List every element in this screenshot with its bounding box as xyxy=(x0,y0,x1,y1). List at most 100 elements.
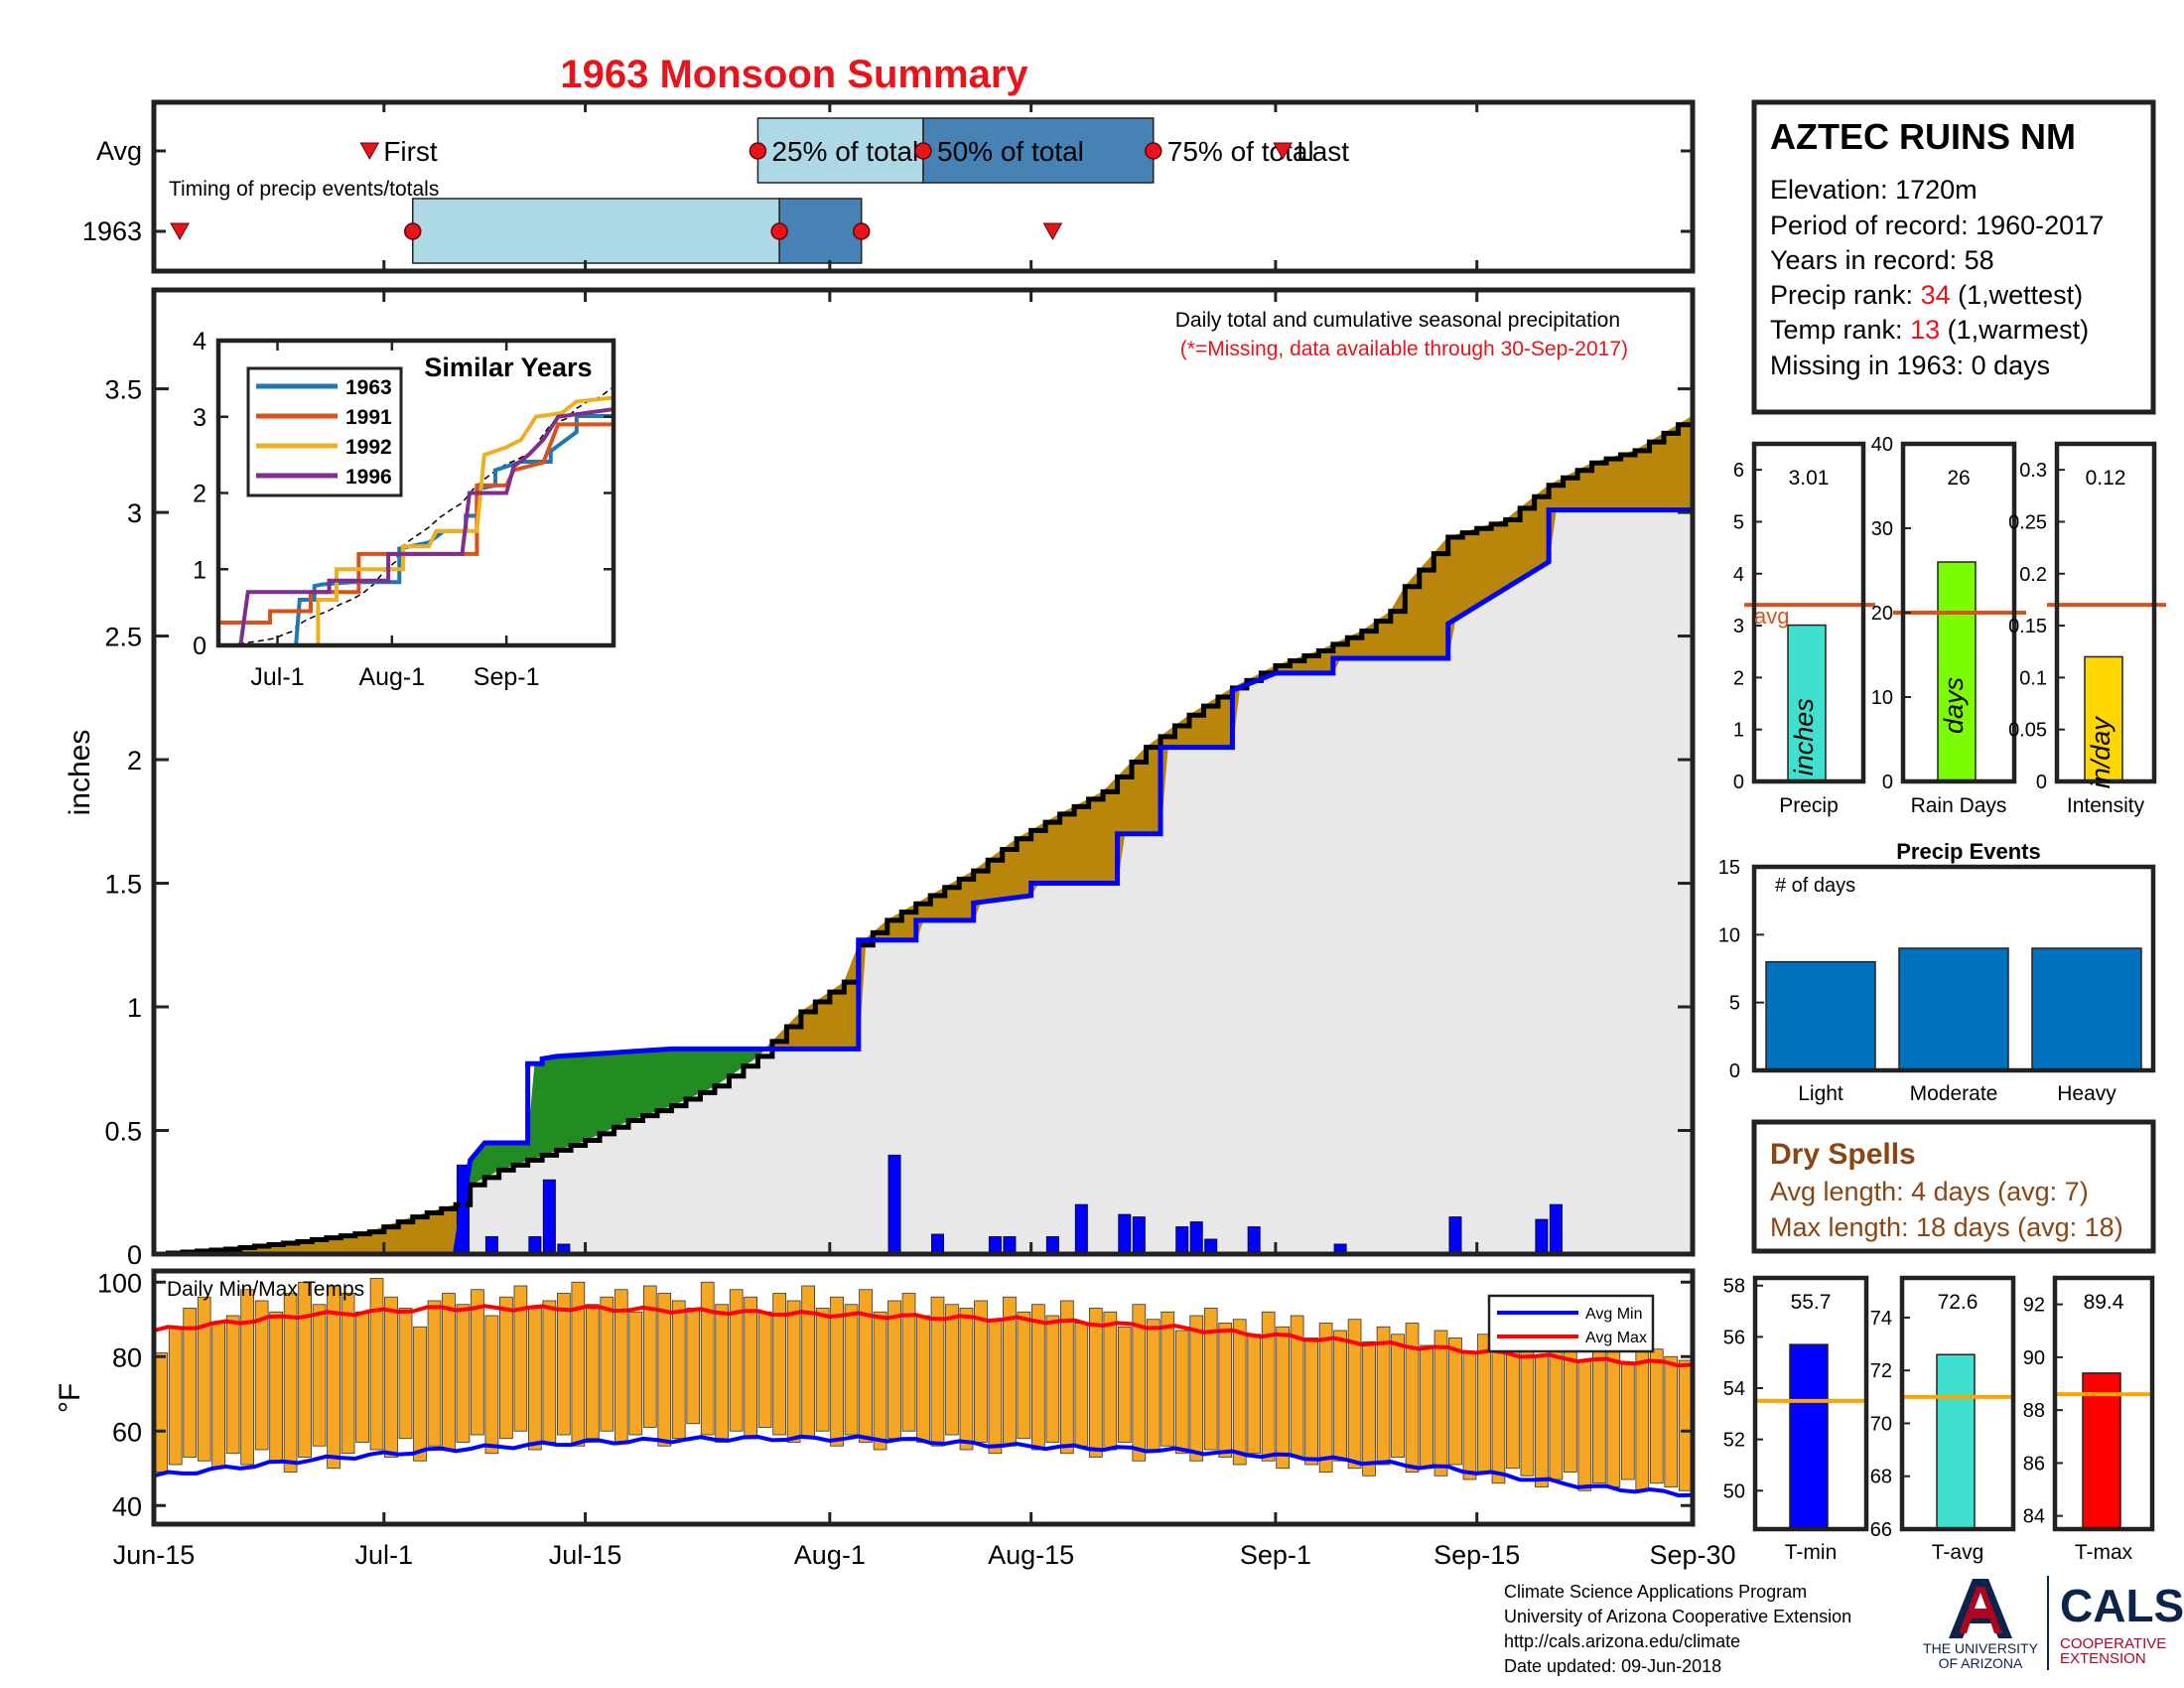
cals-logo-text: CALS xyxy=(2060,1580,2184,1631)
daily-temp-bar xyxy=(327,1285,341,1470)
deficit-fill xyxy=(1627,450,1636,510)
stat-y-tick-label-1: 40 xyxy=(1871,434,1893,456)
daily-temp-bar xyxy=(197,1296,211,1462)
station-years: Years in record: 58 xyxy=(1770,245,1994,275)
daily-temp-bar xyxy=(240,1289,255,1466)
daily-temp-bar xyxy=(901,1293,916,1432)
daily-precip-bar xyxy=(1118,1213,1132,1255)
daily-precip-bar xyxy=(930,1233,944,1255)
inset-y-tick-label: 4 xyxy=(193,328,206,355)
avg-bar-25-50 xyxy=(756,117,924,184)
daily-temp-bar xyxy=(744,1296,758,1440)
temp-stat-y-tick-label-2: 84 xyxy=(2023,1506,2045,1528)
daily-temp-bar xyxy=(815,1308,830,1432)
deficit-fill xyxy=(1390,597,1399,659)
x-axis-tick-label: Sep-15 xyxy=(1433,1540,1520,1570)
inset-y-tick-label: 0 xyxy=(193,633,206,660)
temp-chart-frame xyxy=(151,1268,1696,1527)
daily-temp-bar xyxy=(786,1300,801,1443)
stat-frame-1 xyxy=(1900,441,2017,784)
daily-temp-bar xyxy=(945,1304,959,1436)
deficit-fill xyxy=(1483,523,1492,603)
inset-title: Similar Years xyxy=(424,352,592,382)
stat-y-tick-label-0: 6 xyxy=(1733,460,1744,482)
temp-legend-label-max: Avg Max xyxy=(1585,1330,1647,1346)
stat-bar-2 xyxy=(2084,655,2123,782)
daily-precip-bar xyxy=(988,1236,1002,1255)
deficit-fill xyxy=(1656,432,1665,510)
surplus-fill xyxy=(541,1056,550,1156)
x-axis-tick-label: Jun-15 xyxy=(113,1540,196,1570)
daily-temp-bar xyxy=(1433,1330,1448,1477)
stat-y-tick-label-0: 4 xyxy=(1733,564,1744,586)
surplus-fill xyxy=(700,1048,709,1093)
daily-temp-bar xyxy=(657,1293,672,1447)
deficit-fill xyxy=(1498,519,1507,594)
stat-y-tick-label-1: 0 xyxy=(1882,772,1893,793)
surplus-fill xyxy=(671,1048,680,1107)
daily-temp-bar xyxy=(1103,1311,1118,1451)
surplus-fill xyxy=(570,1054,579,1147)
daily-temp-bar xyxy=(542,1300,557,1443)
daily-temp-bar xyxy=(1535,1355,1549,1487)
inset-y-tick-label: 3 xyxy=(193,404,206,432)
deficit-fill xyxy=(843,963,852,1050)
stat-y-tick-label-1: 30 xyxy=(1871,518,1893,540)
temp-stat-bar-0 xyxy=(1789,1343,1829,1530)
deficit-fill xyxy=(1454,532,1463,621)
deficit-fill xyxy=(1490,521,1499,599)
daily-temp-bar xyxy=(557,1293,571,1436)
temp-stat-y-tick-label-1: 74 xyxy=(1870,1308,1892,1330)
stat-axis-label-0: Precip xyxy=(1779,794,1839,817)
daily-temp-bar xyxy=(484,1315,499,1455)
daily-temp-bar xyxy=(671,1300,686,1440)
daily-temp-bar xyxy=(1203,1308,1218,1451)
temp-stat-name-1: T-avg xyxy=(1932,1541,1984,1564)
daily-temp-bar xyxy=(283,1293,298,1473)
avg-bar-50-75 xyxy=(922,117,1155,184)
temp-stat-y-tick-label-0: 52 xyxy=(1723,1430,1745,1452)
surplus-fill xyxy=(649,1049,658,1114)
daily-temp-bar xyxy=(1189,1315,1204,1462)
season-stats-panel: 0 1 2 3 4 5 6 3.01 inches Precip 0 10 20 30 40 26 days Ra… xyxy=(1733,434,2166,817)
temp-stat-y-tick-label-2: 88 xyxy=(2023,1400,2045,1422)
daily-precip-bar xyxy=(1003,1236,1017,1255)
daily-temp-bar xyxy=(830,1296,844,1447)
main-y-tick-label: 0 xyxy=(127,1240,142,1270)
temp-stat-frame-0 xyxy=(1752,1275,1869,1532)
year-p25-marker xyxy=(403,222,422,240)
surplus-fill xyxy=(512,1142,521,1166)
inset-y-tick-label: 2 xyxy=(193,481,206,508)
temp-chart-title: Daily Min/Max Temps xyxy=(167,1278,364,1301)
stat-y-tick-label-1: 20 xyxy=(1871,603,1893,625)
daily-temp-bar xyxy=(1649,1348,1664,1484)
year-last-marker xyxy=(1042,222,1063,241)
surplus-fill xyxy=(599,1053,608,1135)
station-precip-rank: Precip rank: 34 (1,wettest) xyxy=(1770,280,2083,310)
temp-stat-y-tick-label-2: 92 xyxy=(2023,1295,2045,1317)
inset-x-tick-label: Aug-1 xyxy=(358,663,425,691)
inset-x-tick-label: Jul-1 xyxy=(250,663,304,691)
deficit-fill xyxy=(1469,527,1478,612)
temp-rank-prefix: Temp rank: xyxy=(1770,315,1910,345)
daily-temp-bar xyxy=(757,1311,772,1428)
avg-p50-label: 50% of total xyxy=(937,136,1084,167)
avg-p75-label: 75% of total xyxy=(1167,136,1314,167)
station-info-box: AZTEC RUINS NM Elevation: 1720m Period of … xyxy=(1751,99,2156,415)
stat-bar-1 xyxy=(1937,561,1977,782)
surplus-fill xyxy=(714,1048,723,1087)
temp-rank-suffix: (1,warmest) xyxy=(1940,315,2089,345)
temp-y-tick-label: 100 xyxy=(97,1268,142,1298)
avg-min-temp-line xyxy=(153,1434,1694,1497)
avg-p75-marker xyxy=(1145,142,1162,160)
precip-rank-value: 34 xyxy=(1921,280,1951,310)
daily-temp-bar xyxy=(1448,1337,1462,1466)
daily-precip-bar xyxy=(1074,1203,1088,1255)
stat-unit-label-0: inches xyxy=(1789,698,1819,775)
stat-unit-label-1: days xyxy=(1939,677,1969,734)
temp-stat-value-label-0: 55.7 xyxy=(1791,1291,1832,1314)
surplus-fill xyxy=(592,1053,601,1138)
surplus-fill xyxy=(663,1048,672,1109)
x-axis-tick-label: Sep-1 xyxy=(1240,1540,1311,1570)
main-y-axis-label: inches xyxy=(64,730,96,816)
